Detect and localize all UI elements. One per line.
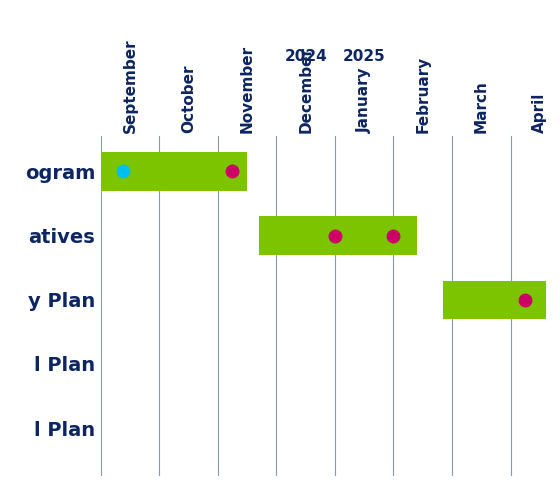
Bar (259, 216, 417, 255)
Bar (101, 152, 247, 191)
Text: 2024: 2024 (284, 49, 327, 64)
Bar (443, 280, 545, 319)
Text: 2025: 2025 (343, 49, 385, 64)
